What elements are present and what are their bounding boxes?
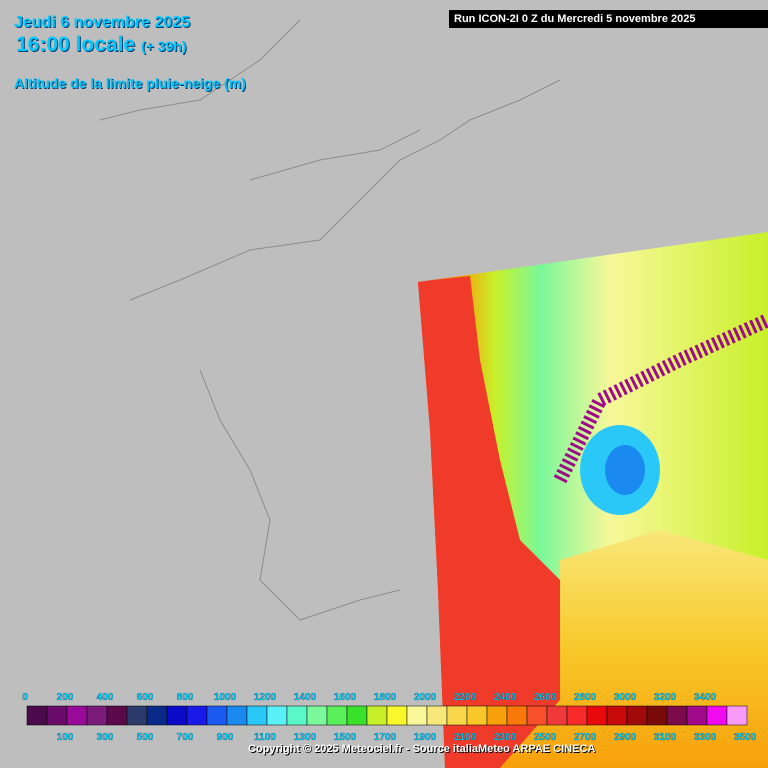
local-time: 16:00 locale: [16, 33, 136, 56]
legend-label: 1900: [414, 732, 437, 743]
legend-swatch: [106, 705, 128, 726]
legend-label: 1800: [374, 692, 397, 703]
legend-label: 3300: [694, 732, 717, 743]
legend-label: 900: [217, 732, 234, 743]
legend-label: 300: [97, 732, 114, 743]
legend-label: 500: [137, 732, 154, 743]
legend-swatch: [246, 705, 268, 726]
legend-label: 3000: [614, 692, 637, 703]
legend-label: 1200: [254, 692, 277, 703]
legend-swatch: [446, 705, 468, 726]
legend-swatch: [626, 705, 648, 726]
legend-swatch: [206, 705, 228, 726]
lead-time: (+ 39h): [140, 38, 187, 54]
warm-zone: [418, 276, 560, 768]
legend-swatch: [586, 705, 608, 726]
legend-label: 1700: [374, 732, 397, 743]
legend-swatch: [646, 705, 668, 726]
legend-swatch: [146, 705, 168, 726]
run-info: Run ICON-2I 0 Z du Mercredi 5 novembre 2…: [449, 10, 768, 28]
legend-label: 2200: [454, 692, 477, 703]
legend: 0 100 200 300 400 500 600 700 800 900 1000 1100 1200…: [22, 692, 757, 743]
legend-swatch: [166, 705, 188, 726]
legend-swatch: [366, 705, 388, 726]
legend-swatch: [426, 705, 448, 726]
legend-swatch: [566, 705, 588, 726]
legend-label: 800: [177, 692, 194, 703]
legend-swatch: [286, 705, 308, 726]
low-zone-core: [605, 445, 645, 495]
legend-label: 3200: [654, 692, 677, 703]
legend-label: 3400: [694, 692, 717, 703]
legend-label: 1300: [294, 732, 317, 743]
alps-hatch: [553, 313, 768, 484]
legend-label: 2500: [534, 732, 557, 743]
legend-swatch: [466, 705, 488, 726]
legend-label: 1100: [254, 732, 276, 743]
legend-label: 1400: [294, 692, 317, 703]
legend-swatch: [386, 705, 408, 726]
legend-label: 3100: [654, 732, 677, 743]
legend-swatch: [46, 705, 68, 726]
legend-label: 100: [57, 732, 74, 743]
legend-label: 2400: [494, 692, 517, 703]
legend-label: 600: [137, 692, 154, 703]
parameter-title: Altitude de la limite pluie-neige (m): [14, 75, 246, 91]
legend-label: 2600: [534, 692, 557, 703]
date-title: Jeudi 6 novembre 2025: [14, 14, 191, 31]
legend-swatch: [346, 705, 368, 726]
legend-swatch: [726, 705, 748, 726]
legend-swatch: [406, 705, 428, 726]
legend-swatch: [66, 705, 88, 726]
land-borders: [99, 19, 561, 621]
legend-swatch: [186, 705, 208, 726]
legend-label: 2300: [494, 732, 517, 743]
legend-label: 200: [57, 692, 74, 703]
legend-swatch: [306, 705, 328, 726]
legend-label: 1600: [334, 692, 357, 703]
legend-swatch: [546, 705, 568, 726]
legend-swatch: [706, 705, 728, 726]
legend-swatch: [226, 705, 248, 726]
legend-label: 1000: [214, 692, 237, 703]
legend-label: 3500: [734, 732, 757, 743]
copyright: Copyright © 2025 Meteociel.fr - Source i…: [248, 743, 596, 755]
legend-label: 2000: [414, 692, 437, 703]
legend-swatch: [126, 705, 148, 726]
legend-swatch: [86, 705, 108, 726]
legend-swatch: [486, 705, 508, 726]
legend-label: 2700: [574, 732, 597, 743]
legend-label: 0: [22, 692, 28, 703]
legend-label: 1500: [334, 732, 357, 743]
legend-label: 2800: [574, 692, 597, 703]
legend-label: 2100: [454, 732, 477, 743]
legend-swatch: [526, 705, 548, 726]
legend-swatch: [506, 705, 528, 726]
legend-label: 400: [97, 692, 114, 703]
legend-swatch: [326, 705, 348, 726]
legend-label: 2900: [614, 732, 637, 743]
time-title: 16:00 locale (+ 39h): [16, 33, 186, 57]
legend-swatch: [606, 705, 628, 726]
legend-label: 700: [177, 732, 194, 743]
legend-swatch: [266, 705, 288, 726]
legend-swatch: [686, 705, 708, 726]
legend-swatch: [666, 705, 688, 726]
legend-swatch: [26, 705, 48, 726]
